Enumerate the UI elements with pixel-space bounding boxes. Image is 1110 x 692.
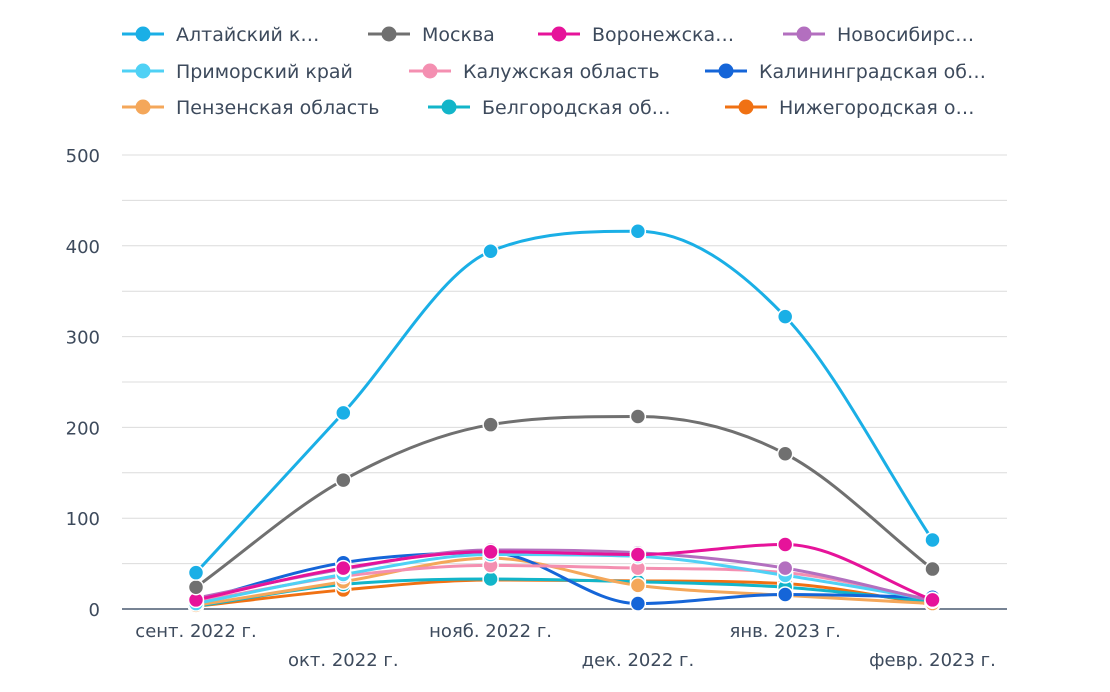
legend-marker [135, 63, 151, 79]
legend-label: Белгородская об… [482, 97, 671, 119]
legend-item[interactable]: Калужская область [409, 61, 660, 83]
series-line [194, 577, 934, 608]
data-point[interactable] [187, 578, 205, 596]
series-line [194, 578, 934, 608]
data-point[interactable] [924, 560, 941, 578]
legend-item[interactable]: Москва [368, 24, 495, 46]
x-tick-label: февр. 2023 г. [869, 650, 996, 671]
legend-item[interactable]: Воронежска… [538, 24, 734, 46]
series-1 [187, 408, 941, 596]
x-tick-label: сент. 2022 г. [135, 621, 256, 642]
legend-item[interactable]: Белгородская об… [428, 97, 671, 119]
data-point[interactable] [776, 559, 794, 577]
y-tick-label: 300 [66, 328, 100, 349]
data-point[interactable] [335, 559, 352, 577]
legend-marker [135, 26, 151, 42]
legend-marker [738, 99, 754, 115]
data-point[interactable] [187, 564, 205, 581]
chart-legend: Алтайский к… Москва Воронежска… Новосибирс…… [122, 24, 986, 119]
series-line [194, 556, 934, 607]
legend-label: Новосибирс… [837, 24, 974, 46]
x-tick-label: дек. 2022 г. [582, 650, 695, 671]
data-point[interactable] [924, 591, 941, 609]
data-point[interactable] [335, 471, 352, 489]
x-tick-label: окт. 2022 г. [288, 650, 399, 671]
legend-marker [381, 26, 397, 42]
data-point[interactable] [629, 223, 647, 240]
legend-marker [422, 63, 438, 79]
data-point[interactable] [629, 577, 647, 594]
data-point[interactable] [482, 242, 499, 260]
legend-marker [441, 99, 457, 115]
legend-label: Алтайский к… [176, 24, 319, 46]
y-tick-label: 0 [89, 600, 100, 621]
legend-marker [718, 63, 734, 79]
data-point[interactable] [335, 404, 352, 422]
legend-item[interactable]: Калининградская об… [705, 61, 986, 83]
data-point[interactable] [629, 408, 647, 425]
series-2 [187, 536, 941, 609]
y-tick-label: 500 [66, 146, 100, 167]
data-point[interactable] [924, 531, 941, 549]
series-line [194, 415, 934, 589]
legend-label: Калужская область [463, 61, 660, 83]
legend-marker [796, 26, 812, 42]
legend-item[interactable]: Приморский край [122, 61, 353, 83]
legend-item[interactable]: Нижегородская о… [725, 97, 975, 119]
x-tick-label: янв. 2023 г. [730, 621, 841, 642]
legend-label: Пензенская область [176, 97, 380, 119]
data-point[interactable] [776, 586, 794, 603]
x-tick-label: нояб. 2022 г. [429, 621, 552, 642]
data-point[interactable] [482, 416, 499, 433]
data-point[interactable] [482, 570, 499, 588]
legend-label: Воронежска… [592, 24, 734, 46]
data-point[interactable] [776, 445, 794, 462]
y-tick-label: 400 [66, 237, 100, 258]
chart-series [187, 223, 941, 615]
legend-label: Москва [422, 24, 495, 46]
data-point[interactable] [776, 308, 794, 325]
series-line [194, 229, 934, 575]
series-line [194, 543, 934, 602]
y-tick-label: 200 [66, 418, 100, 439]
legend-label: Нижегородская о… [779, 97, 975, 119]
series-line [194, 551, 934, 606]
data-point[interactable] [482, 543, 499, 561]
data-point[interactable] [629, 595, 647, 612]
legend-marker [135, 99, 151, 115]
legend-marker [551, 26, 567, 42]
series-0 [187, 223, 941, 581]
x-axis: сент. 2022 г. окт. 2022 г. нояб. 2022 г. де… [135, 621, 996, 671]
legend-item[interactable]: Новосибирс… [783, 24, 974, 46]
y-tick-label: 100 [66, 509, 100, 530]
legend-label: Калининградская об… [759, 61, 986, 83]
data-point[interactable] [776, 536, 794, 553]
data-point[interactable] [629, 546, 647, 563]
series-line [194, 553, 934, 606]
chart-gridlines [122, 154, 1007, 610]
y-axis: 0 100 200 300 400 500 [66, 146, 100, 621]
legend-item[interactable]: Алтайский к… [122, 24, 319, 46]
legend-label: Приморский край [176, 61, 353, 83]
legend-item[interactable]: Пензенская область [122, 97, 380, 119]
